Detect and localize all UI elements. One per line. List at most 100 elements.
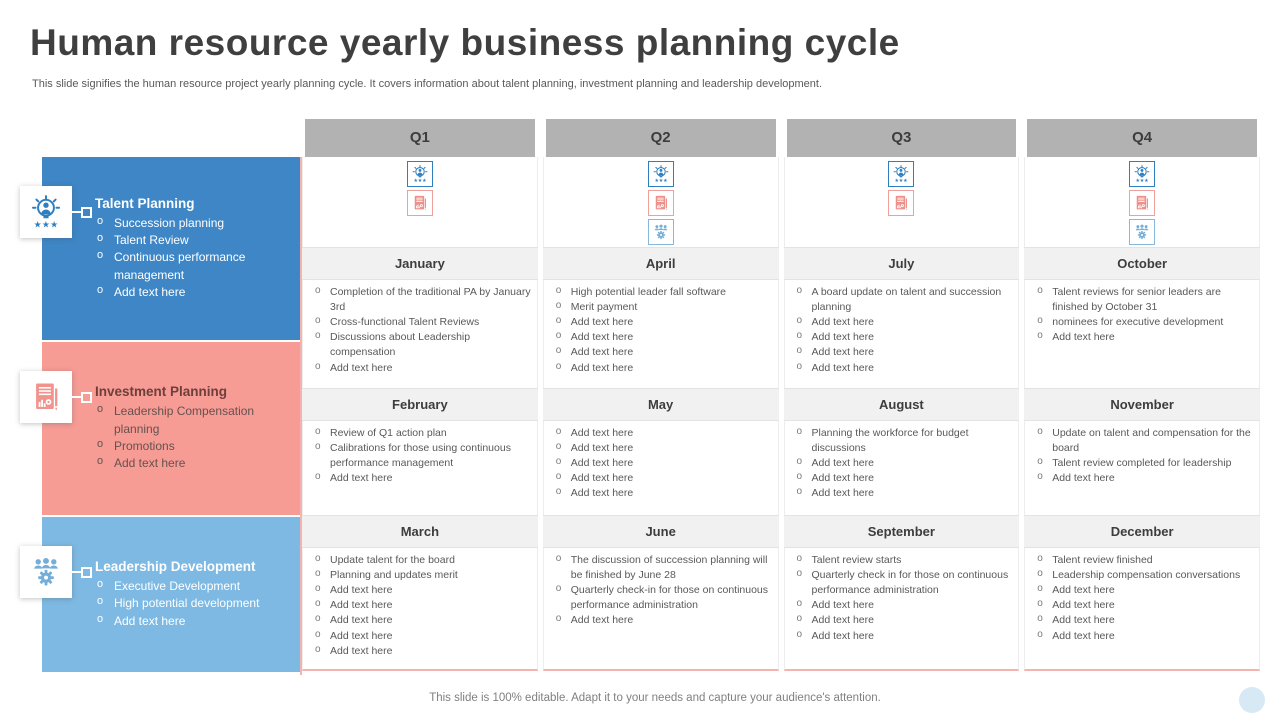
planning-item: Add text here <box>1035 628 1253 644</box>
planning-item: Planning and updates merit <box>313 567 531 583</box>
month-header: September <box>783 515 1020 548</box>
svg-text:★★★: ★★★ <box>1136 178 1150 183</box>
svg-text:★★★: ★★★ <box>413 178 427 183</box>
talent-icon: ★★★ <box>406 161 433 187</box>
planning-item: Add text here <box>554 440 772 456</box>
planning-item: Add text here <box>554 455 772 471</box>
talent-idea-icon: ★★★ <box>20 186 72 238</box>
planning-item: Update on talent and compensation for th… <box>1035 425 1253 456</box>
month-header: October <box>1024 247 1260 280</box>
planning-item: Update talent for the board <box>313 552 531 568</box>
planning-item: Quarterly check-in for those on continuo… <box>554 582 772 613</box>
category-item: Promotions <box>95 437 294 455</box>
planning-item: Discussions about Leadership compensatio… <box>313 329 531 360</box>
month-header: August <box>783 388 1020 421</box>
planning-item: A board update on talent and succession … <box>795 284 1013 315</box>
planning-item: Quarterly check in for those on continuo… <box>795 567 1013 598</box>
connector-square <box>81 392 92 403</box>
quarter-icon-row: ★★★ <box>542 157 779 247</box>
planning-item: Leadership compensation conversations <box>1035 567 1253 583</box>
month-items: Review of Q1 action planCalibrations for… <box>302 421 538 515</box>
planning-item: Add text here <box>795 597 1013 613</box>
planning-item: nominees for executive development <box>1035 314 1253 330</box>
quarter-header: Q3 <box>786 119 1017 157</box>
month-items: Update on talent and compensation for th… <box>1024 421 1260 515</box>
quarter-column: Q4 ★★★ <box>1024 119 1260 671</box>
planning-item: Add text here <box>313 628 531 644</box>
planning-item: Merit payment <box>554 299 772 315</box>
planning-item: Add text here <box>313 582 531 598</box>
planning-item: Add text here <box>313 360 531 376</box>
quarter-header: Q2 <box>545 119 776 157</box>
planning-item: Add text here <box>1035 329 1253 345</box>
category-items: Executive DevelopmentHigh potential deve… <box>95 577 294 630</box>
month-items: Talent review startsQuarterly check in f… <box>783 548 1020 671</box>
talent-icon: ★★★ <box>647 161 674 187</box>
planning-table: Q1 ★★★ <box>302 119 1260 671</box>
planning-item: Completion of the traditional PA by Janu… <box>313 284 531 315</box>
connector-line <box>72 571 81 573</box>
category-block: Talent Planning Succession planningTalent… <box>42 157 300 340</box>
leadership-icon <box>647 219 674 245</box>
category-title: Talent Planning <box>95 195 195 211</box>
planning-item: Add text here <box>313 597 531 613</box>
month-header: June <box>542 515 779 548</box>
planning-item: Add text here <box>313 643 531 659</box>
planning-item: Add text here <box>313 470 531 486</box>
month-header: April <box>542 247 779 280</box>
connector-line <box>72 396 81 398</box>
table-accent-line <box>300 157 302 675</box>
page-title: Human resource yearly business planning … <box>30 22 900 63</box>
planning-item: Add text here <box>1035 597 1253 613</box>
connector-square <box>81 567 92 578</box>
leadership-team-icon <box>20 546 72 598</box>
planning-item: High potential leader fall software <box>554 284 772 300</box>
investment-report-icon <box>20 371 72 423</box>
month-header: January <box>302 247 538 280</box>
svg-text:★★★: ★★★ <box>654 178 668 183</box>
month-items: Planning the workforce for budget discus… <box>783 421 1020 515</box>
category-item: Leadership Compensation planning <box>95 402 294 438</box>
planning-item: Add text here <box>795 628 1013 644</box>
month-header: November <box>1024 388 1260 421</box>
category-item: Succession planning <box>95 213 294 232</box>
category-title: Investment Planning <box>95 384 228 400</box>
planning-item: Add text here <box>554 485 772 501</box>
category-item: Add text here <box>95 612 294 630</box>
category-item: High potential development <box>95 594 294 612</box>
month-items: Talent reviews for senior leaders are fi… <box>1024 280 1260 388</box>
category-block: Investment Planning Leadership Compensati… <box>42 342 300 515</box>
category-item: Continuous performance management <box>95 248 294 284</box>
quarter-column: Q3 ★★★ <box>783 119 1020 671</box>
planning-item: Add text here <box>554 470 772 486</box>
month-items: Completion of the traditional PA by Janu… <box>302 280 538 388</box>
category-title: Leadership Development <box>95 558 256 574</box>
page-subtitle: This slide signifies the human resource … <box>32 78 823 90</box>
connector-square <box>81 207 92 218</box>
planning-item: Add text here <box>554 344 772 360</box>
category-item: Add text here <box>95 283 294 301</box>
planning-item: Add text here <box>795 485 1013 501</box>
category-block: Leadership Development Executive Developm… <box>42 517 300 672</box>
planning-item: Add text here <box>1035 612 1253 628</box>
planning-item: Planning the workforce for budget discus… <box>795 425 1013 456</box>
planning-item: Talent review finished <box>1035 552 1253 568</box>
svg-text:★★★: ★★★ <box>34 219 59 229</box>
planning-item: Cross-functional Talent Reviews <box>313 314 531 330</box>
month-header: March <box>302 515 538 548</box>
month-items: Update talent for the boardPlanning and … <box>302 548 538 671</box>
planning-item: Calibrations for those using continuous … <box>313 440 531 471</box>
month-items: Talent review finishedLeadership compens… <box>1024 548 1260 671</box>
quarter-header: Q1 <box>305 119 535 157</box>
planning-item: Add text here <box>313 612 531 628</box>
quarter-header: Q4 <box>1027 119 1257 157</box>
quarter-column: Q1 ★★★ <box>302 119 538 671</box>
planning-item: Add text here <box>795 360 1013 376</box>
planning-item: The discussion of succession planning wi… <box>554 552 772 583</box>
planning-item: Add text here <box>554 314 772 330</box>
quarter-icon-row: ★★★ <box>783 157 1020 247</box>
leadership-icon <box>1129 219 1156 245</box>
investment-icon <box>888 190 915 216</box>
footer-note: This slide is 100% editable. Adapt it to… <box>429 692 881 704</box>
planning-item: Add text here <box>795 470 1013 486</box>
